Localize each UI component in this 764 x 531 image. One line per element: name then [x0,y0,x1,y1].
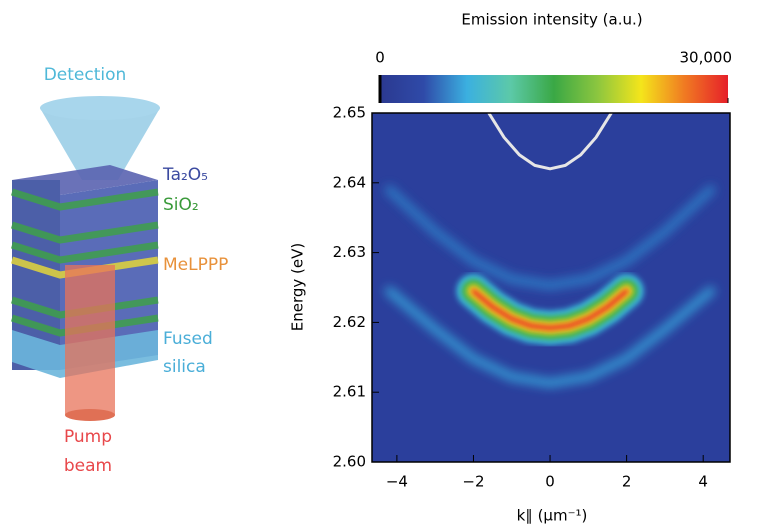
x-tick-label: −4 [386,473,408,491]
emission-band [470,288,630,331]
x-tick-label: 2 [622,473,632,491]
plot-frame [371,112,731,463]
y-axis-label: Energy (eV) [289,243,307,331]
plot-area [384,113,716,388]
x-axis-label: k∥ (μm⁻¹) [517,507,588,525]
label-substrate: Fused [163,329,213,349]
x-tick-label: 4 [698,473,708,491]
label-pump: Pump [64,427,112,447]
colorbar-title: Emission intensity (a.u.) [461,11,642,29]
y-tick-label: 2.64 [333,173,366,191]
y-tick-label: 2.63 [333,243,366,261]
colorbar [380,75,728,103]
label-melppp: MeLPPP [163,255,228,275]
y-tick-label: 2.61 [333,383,366,401]
colorbar-tick-label: 0 [375,49,385,67]
y-tick-label: 2.62 [333,313,366,331]
label-pump: beam [64,456,112,476]
label-ta2o5: Ta₂O₅ [162,165,208,185]
cavity-mode [487,113,613,171]
x-tick-label: −2 [462,473,484,491]
y-tick-label: 2.60 [333,453,366,471]
emission-band [384,185,716,290]
colorbar-tick-label: 30,000 [680,49,733,67]
y-tick-label: 2.65 [333,104,366,122]
label-detection: Detection [44,65,127,85]
label-substrate: silica [163,357,206,377]
emission-band [384,286,716,388]
label-sio2: SiO₂ [163,195,199,215]
x-tick-label: 0 [545,473,555,491]
stack-diagram [10,96,160,421]
